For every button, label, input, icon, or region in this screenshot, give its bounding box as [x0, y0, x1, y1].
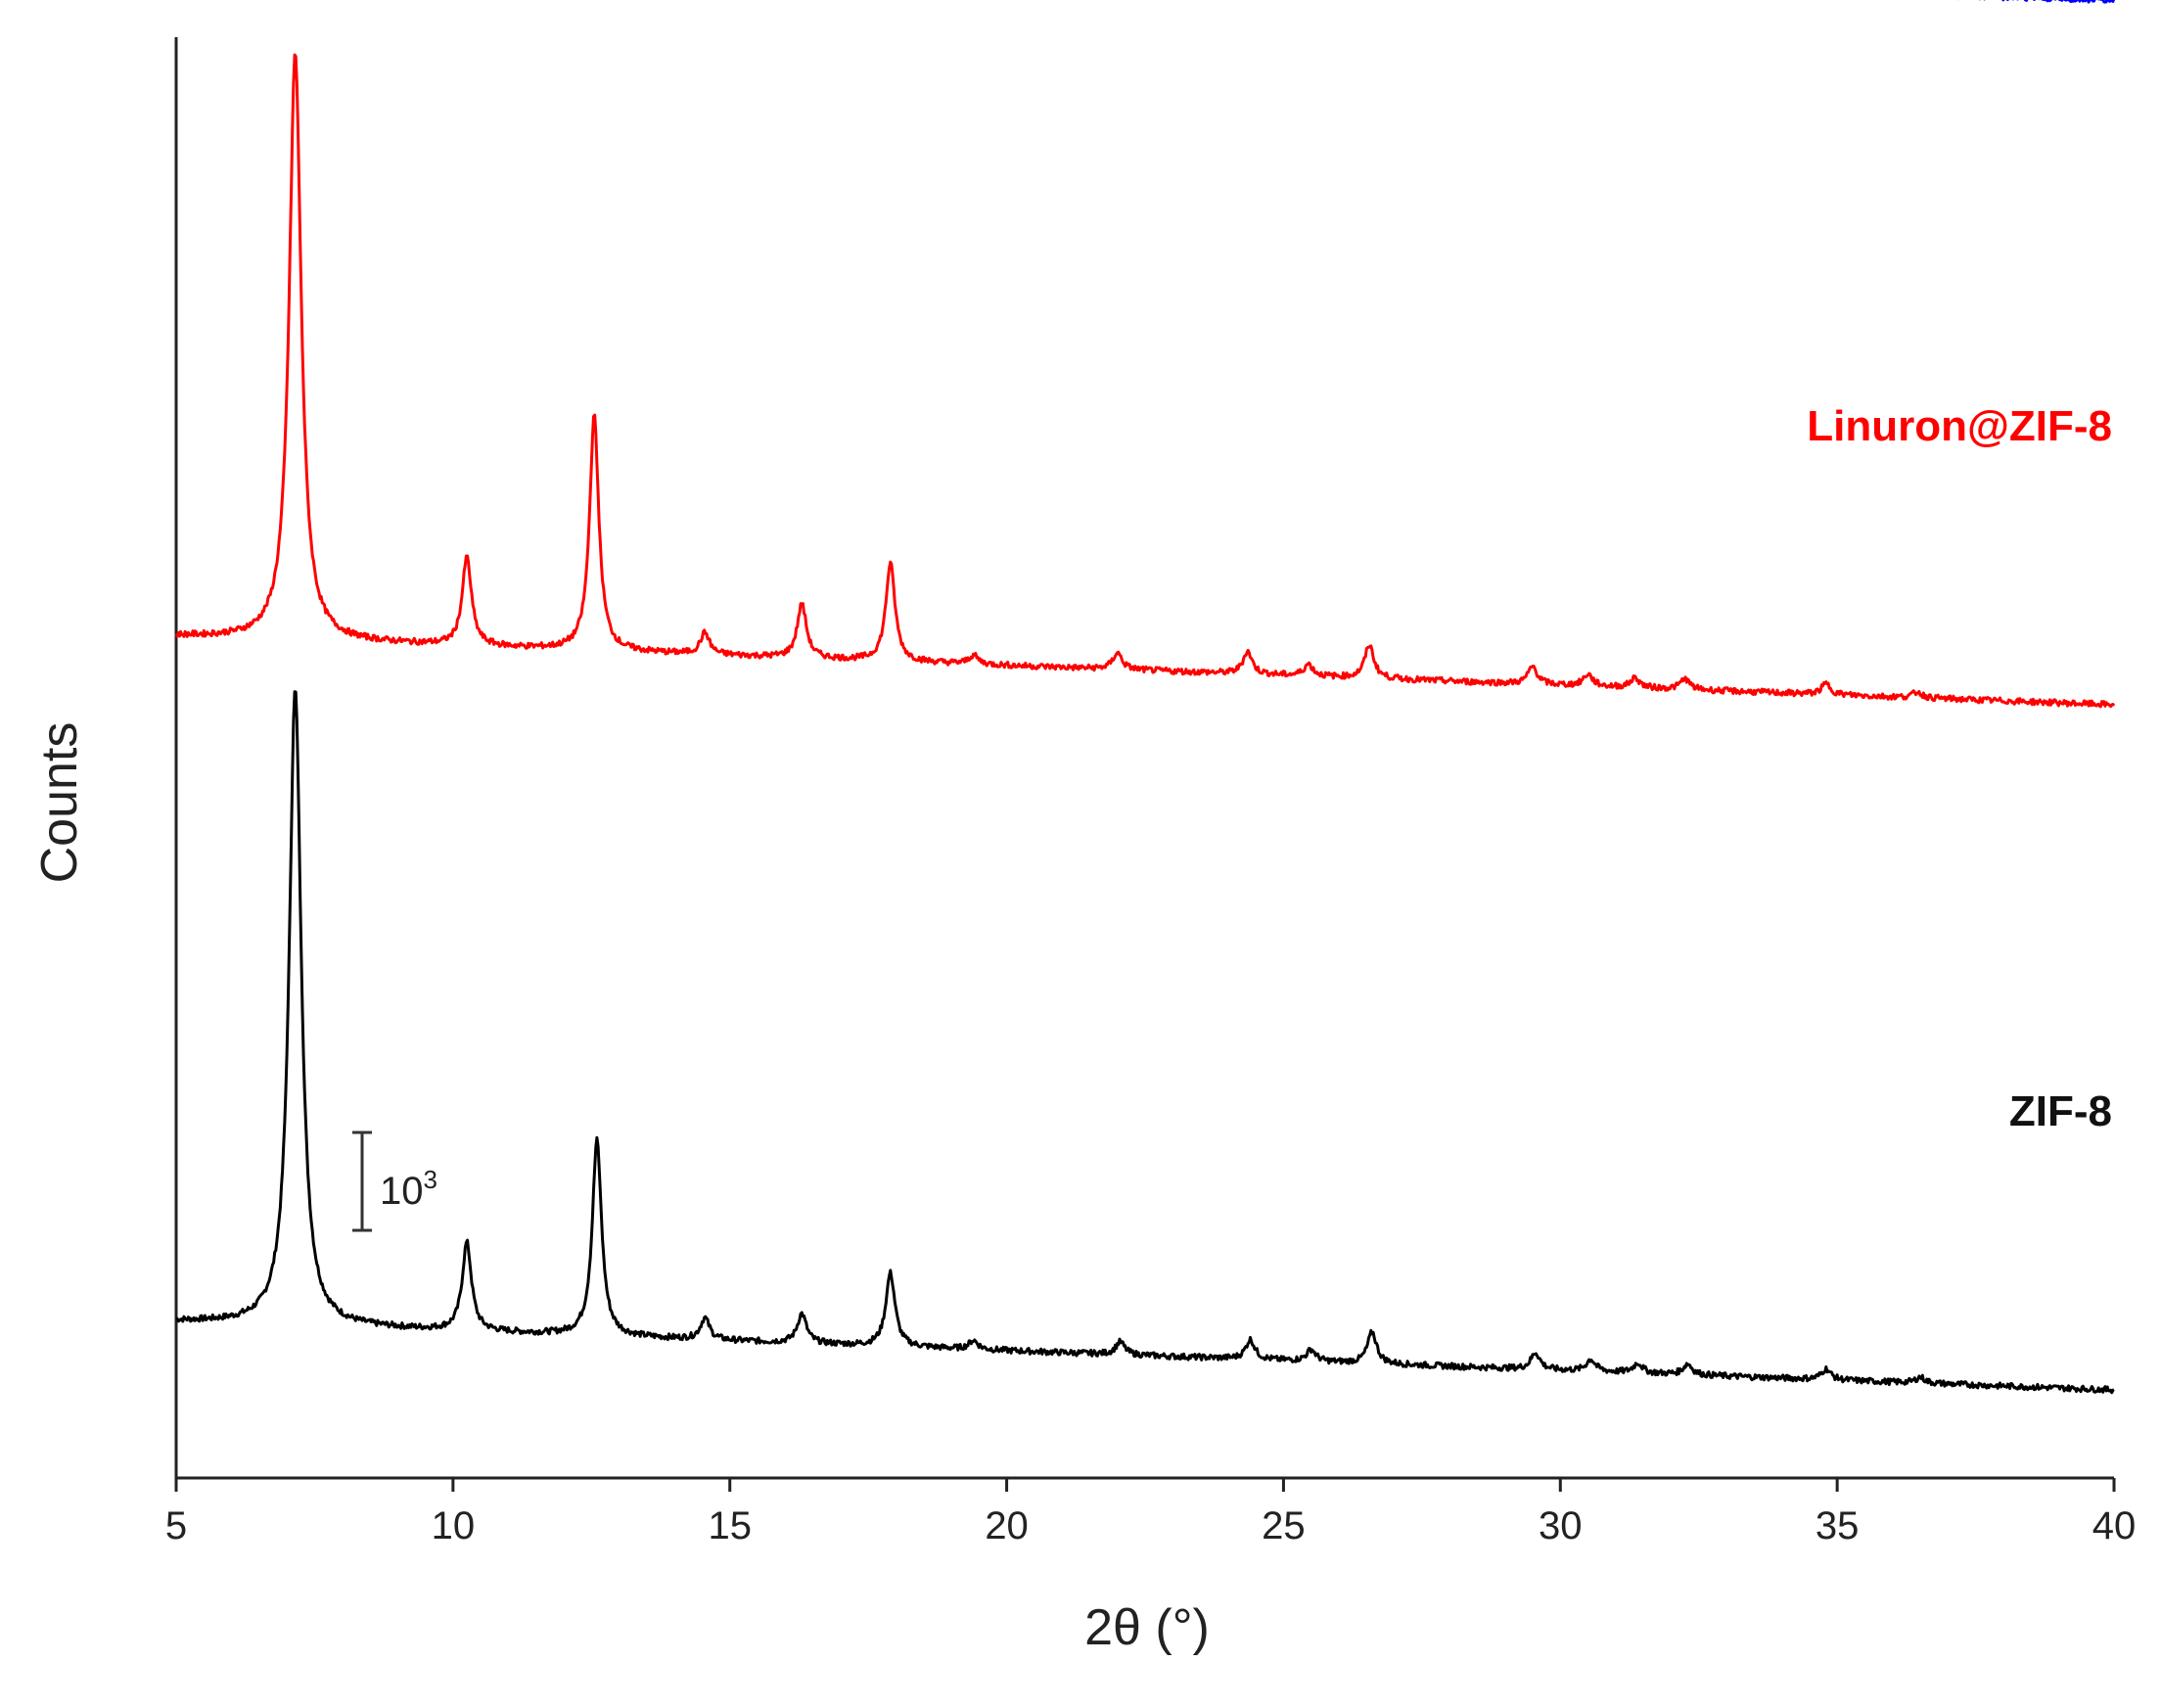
x-tick-label: 20 — [985, 1504, 1029, 1547]
series-line-2 — [1956, 0, 2116, 4]
y-axis-label: Counts — [31, 722, 88, 884]
x-tick-label: 30 — [1539, 1504, 1583, 1547]
x-ticks: 5 10 15 20 25 30 35 40 — [165, 1478, 2136, 1547]
x-axis-label: 2θ (°) — [1084, 1599, 1210, 1656]
axes — [174, 37, 2114, 1480]
x-tick-label: 40 — [2092, 1504, 2137, 1547]
x-tick-label: 5 — [165, 1504, 187, 1547]
series-line-0 — [175, 690, 2115, 1395]
x-tick-label: 35 — [1816, 1504, 1860, 1547]
x-tick-label: 25 — [1262, 1504, 1306, 1547]
scale-bar-exponent: 3 — [424, 1165, 437, 1194]
series-lines — [174, 0, 2116, 1395]
x-tick-label: 15 — [708, 1504, 752, 1547]
x-tick-label: 10 — [432, 1504, 476, 1547]
scale-bar-base: 10 — [380, 1170, 424, 1213]
scale-bar: 103 — [352, 1131, 437, 1232]
series-label-0: ZIF-8 — [2009, 1087, 2112, 1135]
scale-bar-label: 103 — [380, 1165, 437, 1213]
series-line-1 — [174, 53, 2116, 709]
series-label-1: Linuron@ZIF-8 — [1807, 402, 2112, 450]
